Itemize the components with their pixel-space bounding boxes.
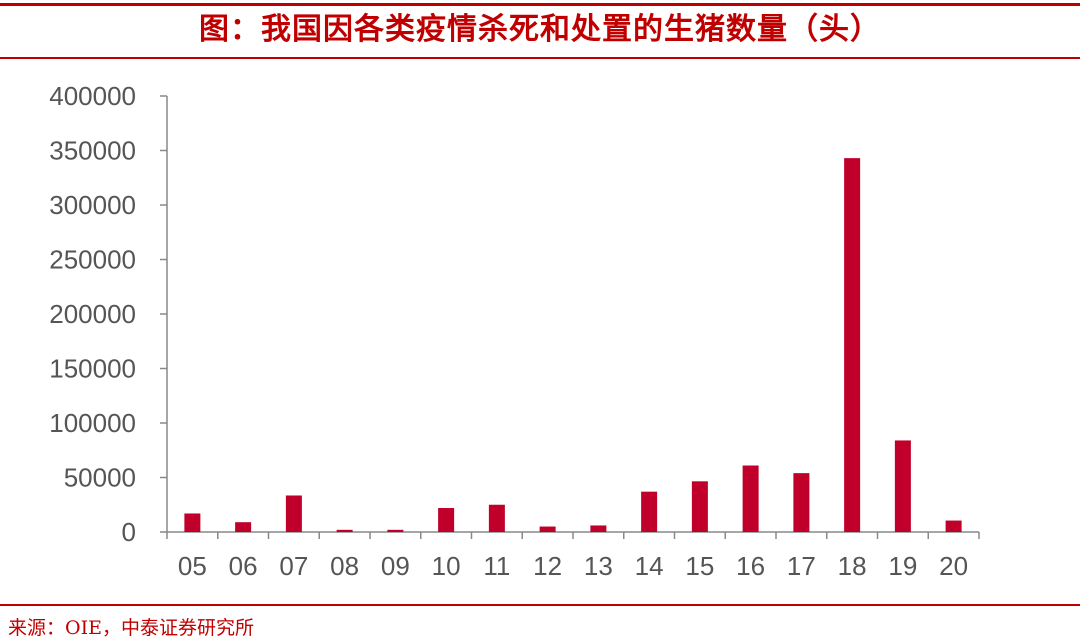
y-tick-label: 0 — [122, 517, 136, 547]
x-axis: 05 06 07 08 09 10 11 12 13 14 15 16 17 18 19 20 — [166, 531, 980, 581]
bottom-rule — [0, 604, 1080, 606]
bar — [336, 529, 353, 532]
bar — [488, 504, 505, 532]
x-tick-label: 15 — [685, 551, 714, 581]
x-tick-label: 17 — [787, 551, 816, 581]
x-tick-label: 10 — [432, 551, 461, 581]
y-tick-label: 400000 — [49, 81, 136, 111]
bar — [539, 526, 556, 532]
y-tick-label: 250000 — [49, 245, 136, 275]
x-tick-label: 20 — [939, 551, 968, 581]
x-tick-label: 16 — [736, 551, 765, 581]
bar — [793, 473, 810, 532]
bar — [184, 513, 201, 532]
bar — [894, 440, 911, 532]
y-tick-label: 50000 — [64, 463, 136, 493]
x-tick-label: 06 — [229, 551, 258, 581]
bar — [235, 522, 252, 532]
bar — [844, 158, 861, 532]
chart-title: 图：我国因各类疫情杀死和处置的生猪数量（头） — [199, 12, 881, 47]
bar — [742, 465, 759, 532]
bar-chart: 0 50000 100000 150000 200000 250000 300000 3500… — [49, 81, 980, 581]
y-tick-label: 300000 — [49, 190, 136, 220]
y-tick-label: 150000 — [49, 354, 136, 384]
source-note: 来源：OIE，中泰证券研究所 — [8, 617, 254, 639]
bar — [691, 481, 708, 532]
title-rule — [0, 57, 1080, 59]
x-tick-label: 07 — [279, 551, 308, 581]
x-tick-label: 05 — [178, 551, 207, 581]
x-tick-label: 11 — [483, 551, 510, 581]
x-tick-label: 14 — [635, 551, 664, 581]
x-tick-label: 18 — [838, 551, 867, 581]
y-tick-label: 100000 — [49, 408, 136, 438]
top-rule — [0, 3, 1080, 6]
bar — [285, 495, 302, 532]
y-tick-label: 350000 — [49, 136, 136, 166]
bar — [945, 520, 962, 532]
x-tick-label: 12 — [533, 551, 562, 581]
x-tick-label: 13 — [584, 551, 613, 581]
bar — [387, 529, 404, 532]
y-axis: 0 50000 100000 150000 200000 250000 300000 3500… — [49, 81, 168, 547]
x-tick-label: 19 — [888, 551, 917, 581]
bars — [184, 158, 962, 532]
x-tick-label: 08 — [330, 551, 359, 581]
y-tick-label: 200000 — [49, 299, 136, 329]
bar — [590, 525, 607, 532]
bar — [438, 508, 455, 532]
bar — [641, 491, 658, 532]
x-tick-label: 09 — [381, 551, 410, 581]
